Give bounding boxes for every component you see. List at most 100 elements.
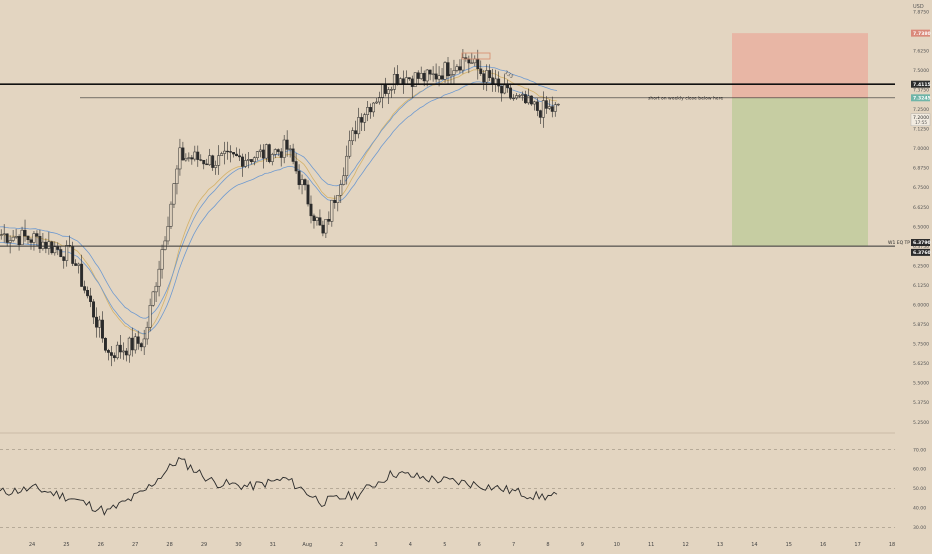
- candle: [8, 235, 12, 254]
- candle: [407, 77, 411, 81]
- candle-body: [65, 245, 69, 261]
- candle: [339, 179, 343, 203]
- candle-body: [104, 337, 107, 351]
- candle-body: [115, 344, 119, 359]
- candle-body: [163, 240, 167, 250]
- candle-body: [178, 147, 182, 170]
- candle: [124, 347, 128, 362]
- rsi-tick-label: 50.00: [913, 486, 926, 492]
- candle-body: [351, 130, 355, 142]
- candle: [372, 102, 375, 117]
- candle-body: [56, 246, 60, 250]
- candle: [95, 307, 98, 338]
- candle: [550, 96, 554, 118]
- candle: [169, 201, 173, 230]
- candle: [518, 93, 521, 98]
- price-tick-label: 7.8750: [913, 9, 929, 15]
- candle: [229, 145, 233, 163]
- price-tick-label: 7.6250: [913, 48, 929, 54]
- price-tick-label: 7.3750: [913, 88, 929, 94]
- candle-body: [86, 290, 90, 297]
- candle-body: [485, 70, 489, 83]
- candle-body: [336, 195, 340, 203]
- time-tick-label: 6: [478, 542, 481, 548]
- candle-body: [17, 236, 21, 246]
- candle: [47, 231, 51, 255]
- candle-body: [443, 62, 447, 80]
- time-tick-label: 7: [512, 542, 515, 548]
- candle-body: [556, 103, 560, 106]
- candle: [437, 66, 441, 87]
- candle: [127, 336, 131, 363]
- candle: [324, 219, 328, 239]
- candle: [53, 241, 57, 256]
- time-tick-label: 31: [270, 542, 276, 548]
- candle: [181, 141, 185, 161]
- candle-body: [92, 301, 95, 318]
- candle-body: [83, 286, 87, 291]
- candle: [32, 231, 36, 251]
- price-tick-label: 6.5000: [913, 224, 929, 230]
- time-tick-label: 17: [854, 542, 860, 548]
- target-badge: 6.3790: [911, 239, 931, 246]
- candle-body: [535, 101, 539, 111]
- candle: [479, 60, 483, 76]
- candle-body: [98, 319, 101, 328]
- candle: [214, 160, 218, 175]
- candle: [351, 127, 355, 146]
- reward-zone[interactable]: [732, 97, 868, 246]
- candle-body: [491, 77, 495, 84]
- candle-body: [309, 203, 313, 217]
- candle: [273, 148, 277, 159]
- candle: [74, 259, 78, 266]
- candle: [330, 199, 334, 227]
- candle-body: [529, 95, 533, 105]
- candle-body: [381, 84, 384, 98]
- candle: [249, 159, 253, 165]
- price-tick-label: 5.6250: [913, 361, 929, 367]
- candle-body: [324, 219, 328, 234]
- candle-body: [339, 184, 343, 196]
- candle: [86, 286, 90, 299]
- candle: [14, 228, 18, 240]
- rsi-line: [0, 456, 558, 516]
- candle: [151, 290, 155, 307]
- candle-body: [270, 154, 274, 162]
- candle-body: [297, 170, 301, 186]
- candle: [449, 68, 453, 85]
- candle-body: [238, 155, 241, 158]
- candle: [521, 91, 524, 101]
- candle: [154, 282, 158, 302]
- candle-body: [282, 139, 286, 158]
- candle-body: [544, 100, 548, 109]
- candle: [541, 91, 545, 128]
- candle: [497, 71, 501, 93]
- candle-body: [279, 151, 283, 158]
- time-tick-label: 10: [614, 542, 620, 548]
- risk-zone[interactable]: [732, 33, 868, 98]
- candle: [41, 233, 45, 251]
- candle-body: [26, 235, 30, 240]
- stop-badge-text: 7.7380: [913, 31, 931, 37]
- ema-lower-band: [0, 81, 558, 335]
- candle-body: [14, 236, 18, 238]
- candle-body: [378, 97, 381, 103]
- candle-body: [416, 72, 420, 79]
- price-tick-label: 7.1250: [913, 127, 929, 133]
- resistance-badge-text: 7.4115: [913, 82, 931, 88]
- candle-body: [249, 159, 253, 162]
- candle-body: [518, 95, 521, 97]
- candle: [524, 90, 527, 105]
- time-tick-label: 14: [751, 542, 757, 548]
- candle: [431, 66, 435, 82]
- candle-body: [205, 163, 209, 166]
- candle-body: [71, 245, 75, 264]
- candle-body: [452, 70, 456, 75]
- candle-body: [77, 263, 81, 266]
- candle: [0, 229, 3, 240]
- candle: [446, 57, 450, 85]
- price-tick-label: 7.0000: [913, 146, 929, 152]
- candle-body: [455, 66, 459, 71]
